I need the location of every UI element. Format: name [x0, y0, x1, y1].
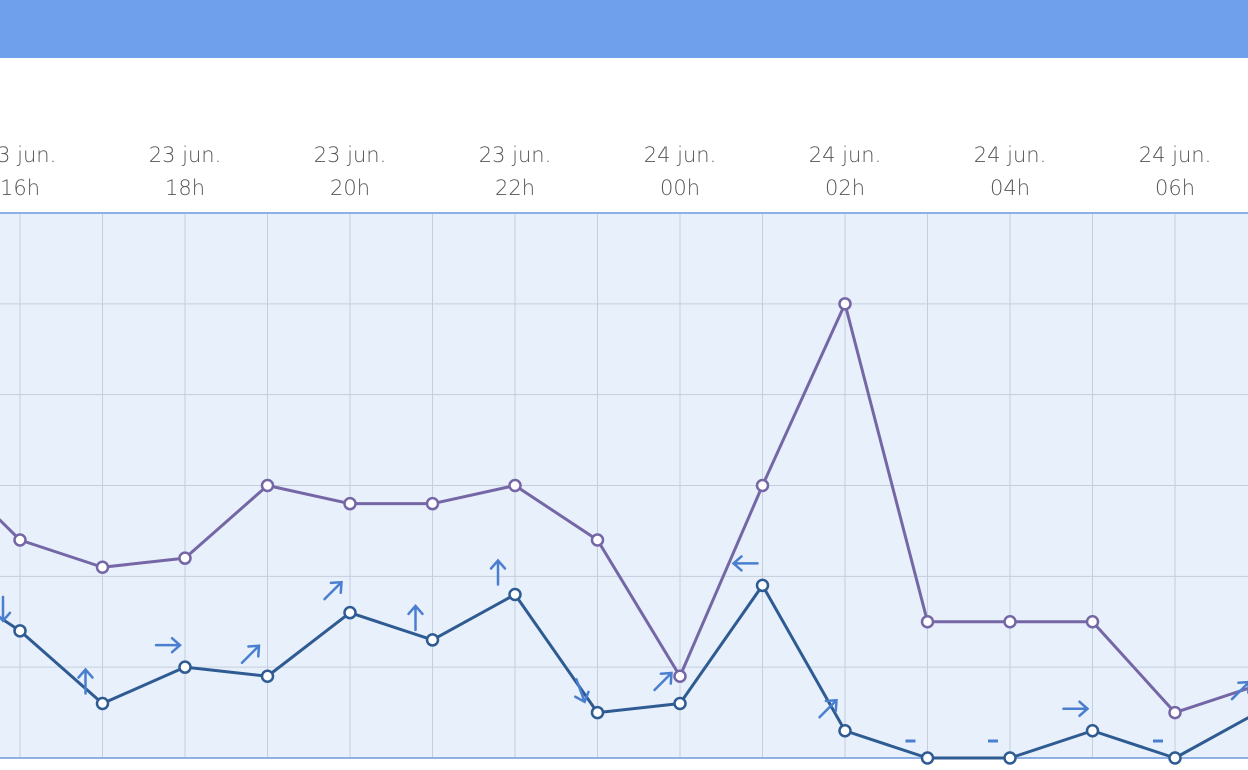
- data-point: [343, 496, 357, 511]
- direction-arrow: [1230, 680, 1248, 701]
- x-tick-label: 18h: [165, 176, 205, 200]
- x-tick-label: 02h: [825, 176, 865, 200]
- direction-arrow: [574, 678, 590, 704]
- direction-arrow: [0, 595, 12, 623]
- data-point: [95, 560, 110, 574]
- data-point: [673, 669, 687, 683]
- data-point: [95, 696, 110, 711]
- x-tick-label: 24 jun.: [974, 143, 1047, 167]
- data-point: [178, 660, 192, 674]
- x-tick-label: 23 jun.: [0, 143, 56, 167]
- data-point: [1003, 751, 1017, 765]
- data-point: [920, 615, 935, 629]
- data-point: [755, 578, 770, 593]
- direction-arrow: [154, 636, 182, 654]
- data-point: [13, 624, 27, 638]
- x-tick-label: 00h: [660, 176, 700, 200]
- data-point: [508, 478, 522, 493]
- data-point: [920, 751, 935, 765]
- data-point: [13, 533, 27, 547]
- data-point: [838, 724, 852, 738]
- x-tick-label: 24 jun.: [644, 143, 717, 167]
- data-point: [260, 669, 275, 683]
- header-bar: [0, 0, 1248, 58]
- data-point: [755, 478, 770, 493]
- x-tick-label: 22h: [495, 176, 535, 200]
- data-point: [343, 605, 357, 620]
- direction-arrow: [407, 604, 424, 632]
- data-point: [590, 705, 605, 720]
- data-point: [425, 496, 440, 511]
- data-point: [1085, 615, 1100, 629]
- data-point: [1003, 615, 1017, 629]
- data-point: [590, 533, 605, 547]
- data-point: [178, 551, 192, 565]
- direction-arrow: [731, 555, 759, 572]
- direction-arrow: [1062, 700, 1090, 717]
- data-point: [260, 478, 275, 493]
- data-point: [1168, 751, 1182, 765]
- x-tick-label: 24 jun.: [1139, 143, 1212, 167]
- x-tick-label: 06h: [1155, 176, 1195, 200]
- data-point: [508, 587, 522, 602]
- data-point: [425, 633, 440, 647]
- direction-arrow: [489, 558, 507, 586]
- direction-arrow: [818, 698, 838, 719]
- direction-arrow: [653, 671, 673, 692]
- direction-arrow: [240, 644, 261, 664]
- x-tick-label: 16h: [0, 176, 40, 200]
- direction-arrow: [323, 580, 343, 601]
- x-tick-label: 20h: [330, 176, 370, 200]
- direction-arrow: [77, 667, 94, 695]
- x-tick-label: 23 jun.: [314, 143, 387, 167]
- data-point: [838, 297, 852, 311]
- x-tick-label: 23 jun.: [149, 143, 222, 167]
- data-point: [1085, 724, 1100, 738]
- x-tick-label: 24 jun.: [809, 143, 882, 167]
- x-tick-label: 23 jun.: [479, 143, 552, 167]
- data-point: [673, 696, 687, 711]
- data-point: [1168, 705, 1182, 720]
- x-tick-label: 04h: [990, 176, 1030, 200]
